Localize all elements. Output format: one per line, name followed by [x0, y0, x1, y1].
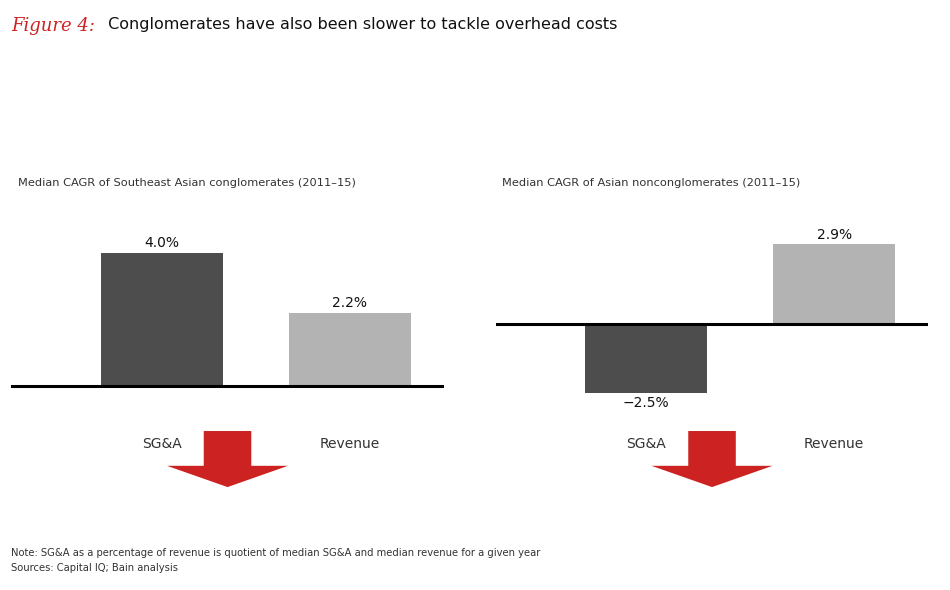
Polygon shape [652, 431, 772, 487]
Bar [101, 253, 223, 386]
Text: Note: SG&A as a percentage of revenue is quotient of median SG&A and median reve: Note: SG&A as a percentage of revenue is… [11, 548, 541, 558]
Text: −2.5%: −2.5% [623, 395, 670, 409]
Text: Median SG&A as a percentage of revenue fell from 13% to 11%: Median SG&A as a percentage of revenue f… [503, 509, 922, 522]
Text: Median CAGR of Southeast Asian conglomerates (2011–15): Median CAGR of Southeast Asian conglomer… [18, 178, 355, 188]
Bar [773, 244, 895, 324]
Text: 4.0%: 4.0% [144, 236, 180, 250]
Bar [289, 313, 410, 386]
Text: Median SG&A as a percentage of revenue grew from 11% to 13%: Median SG&A as a percentage of revenue g… [11, 509, 444, 522]
Text: 2.9%: 2.9% [817, 228, 852, 242]
Text: Figure 4:: Figure 4: [11, 17, 95, 35]
Bar [585, 324, 708, 393]
Polygon shape [167, 431, 288, 487]
Text: Conglomerates’ SG&A costs are growing faster
than their revenue …: Conglomerates’ SG&A costs are growing fa… [51, 106, 404, 138]
Text: … while the SG&A of their focused peers fell
despite revenue increase: … while the SG&A of their focused peers … [545, 106, 879, 138]
Text: Median CAGR of Asian nonconglomerates (2011–15): Median CAGR of Asian nonconglomerates (2… [503, 178, 801, 188]
Text: Sources: Capital IQ; Bain analysis: Sources: Capital IQ; Bain analysis [11, 563, 179, 573]
Text: 2.2%: 2.2% [332, 296, 368, 310]
Text: Conglomerates have also been slower to tackle overhead costs: Conglomerates have also been slower to t… [103, 17, 617, 31]
